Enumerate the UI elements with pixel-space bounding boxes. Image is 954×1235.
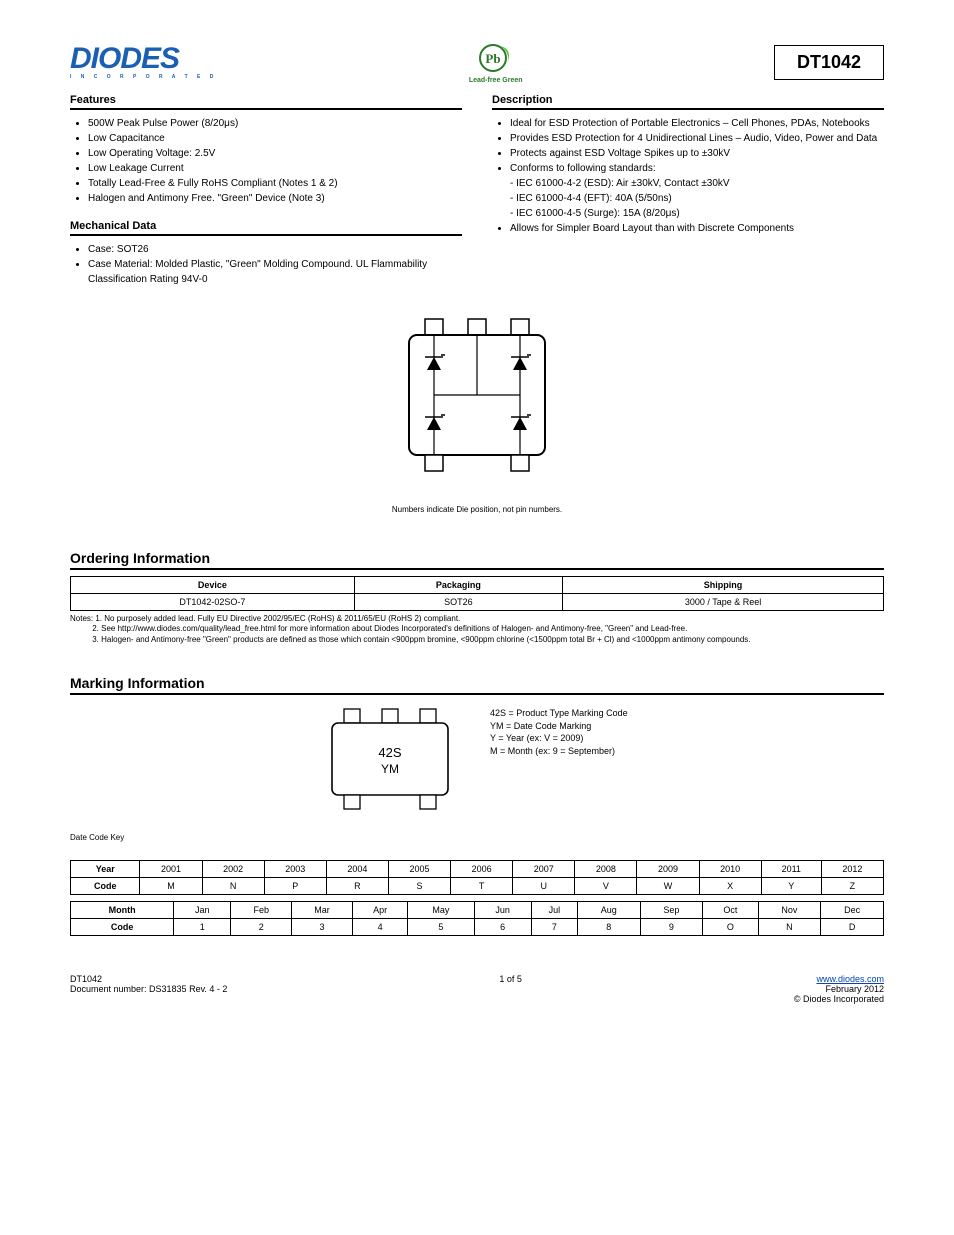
marking-package-icon: 42S YM	[320, 707, 460, 827]
logo-subtext: I N C O R P O R A T E D	[70, 74, 217, 80]
month-code-table: Month Jan Feb Mar Apr May Jun Jul Aug Se…	[70, 901, 884, 936]
brand-logo: DIODES I N C O R P O R A T E D	[70, 45, 217, 80]
features-list: 500W Peak Pulse Power (8/20μs) Low Capac…	[70, 116, 462, 206]
footer-pagenum: 1 of 5	[227, 974, 793, 984]
footer-copyright: © Diodes Incorporated	[794, 994, 884, 1004]
lead-free-badge: Pb Lead-free Green	[469, 40, 523, 84]
feature-item: Halogen and Antimony Free. "Green" Devic…	[88, 191, 462, 206]
date-code-label: Date Code Key	[70, 833, 884, 842]
td-packaging: SOT26	[354, 594, 562, 611]
desc-item: Ideal for ESD Protection of Portable Ele…	[510, 116, 884, 131]
mechanical-heading: Mechanical Data	[70, 220, 462, 236]
description-heading: Description	[492, 94, 884, 110]
desc-item: Provides ESD Protection for 4 Unidirecti…	[510, 131, 884, 146]
svg-text:YM: YM	[381, 762, 399, 776]
desc-item: - IEC 61000-4-2 (ESD): Air ±30kV, Contac…	[510, 176, 884, 191]
feature-item: Low Leakage Current	[88, 161, 462, 176]
feature-item: Totally Lead-Free & Fully RoHS Compliant…	[88, 176, 462, 191]
footer-part: DT1042	[70, 974, 227, 984]
svg-text:Pb: Pb	[485, 51, 500, 66]
table-row: DT1042-02SO-7 SOT26 3000 / Tape & Reel	[71, 594, 884, 611]
package-schematic	[387, 317, 567, 497]
year-code-table: Year 2001 2002 2003 2004 2005 2006 2007 …	[70, 860, 884, 895]
th-device: Device	[71, 577, 355, 594]
page-footer: DT1042 Document number: DS31835 Rev. 4 -…	[70, 974, 884, 1004]
mechanical-list: Case: SOT26 Case Material: Molded Plasti…	[70, 242, 462, 287]
marking-heading: Marking Information	[70, 675, 884, 695]
logo-text: DIODES	[70, 45, 217, 72]
svg-text:42S: 42S	[378, 745, 401, 760]
desc-item: Protects against ESD Voltage Spikes up t…	[510, 146, 884, 161]
ordering-heading: Ordering Information	[70, 550, 884, 570]
pin-note: Numbers indicate Die position, not pin n…	[70, 505, 884, 514]
th-packaging: Packaging	[354, 577, 562, 594]
ordering-table: Device Packaging Shipping DT1042-02SO-7 …	[70, 576, 884, 611]
td-shipping: 3000 / Tape & Reel	[563, 594, 884, 611]
desc-item: Allows for Simpler Board Layout than wit…	[510, 221, 884, 236]
part-number-box: DT1042	[774, 45, 884, 80]
footer-url[interactable]: www.diodes.com	[816, 974, 884, 984]
marking-legend: 42S = Product Type Marking Code YM = Dat…	[490, 707, 628, 757]
ordering-notes: Notes: 1. No purposely added lead. Fully…	[70, 614, 884, 645]
feature-item: 500W Peak Pulse Power (8/20μs)	[88, 116, 462, 131]
features-heading: Features	[70, 94, 462, 110]
pb-label: Lead-free Green	[469, 77, 523, 84]
th-shipping: Shipping	[563, 577, 884, 594]
mech-item: Case: SOT26	[88, 242, 462, 257]
td-device: DT1042-02SO-7	[71, 594, 355, 611]
desc-item: Conforms to following standards:	[510, 161, 884, 176]
pb-icon: Pb	[477, 40, 515, 76]
mech-item: Case Material: Molded Plastic, "Green" M…	[88, 257, 462, 287]
feature-item: Low Operating Voltage: 2.5V	[88, 146, 462, 161]
description-list: Ideal for ESD Protection of Portable Ele…	[492, 116, 884, 236]
footer-docnum: Document number: DS31835 Rev. 4 - 2	[70, 984, 227, 994]
feature-item: Low Capacitance	[88, 131, 462, 146]
desc-item: - IEC 61000-4-5 (Surge): 15A (8/20μs)	[510, 206, 884, 221]
desc-item: - IEC 61000-4-4 (EFT): 40A (5/50ns)	[510, 191, 884, 206]
footer-date: February 2012	[825, 984, 884, 994]
